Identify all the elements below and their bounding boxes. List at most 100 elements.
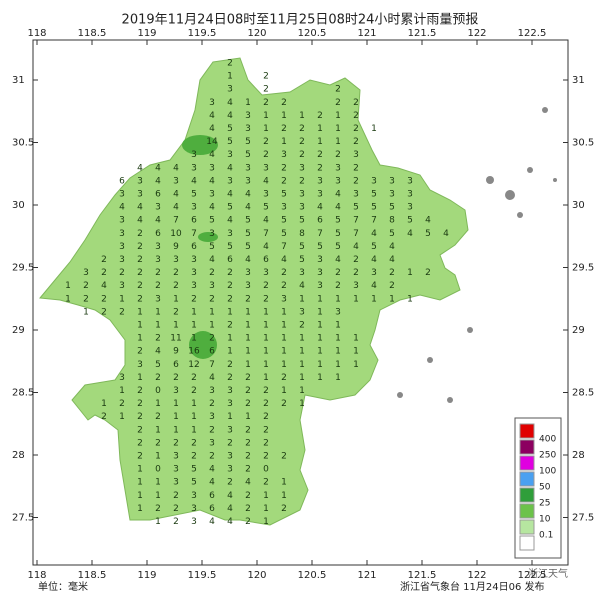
rain-value: 1 xyxy=(263,347,269,357)
rain-value: 6 xyxy=(155,229,161,239)
rain-value: 2 xyxy=(119,268,125,278)
rain-value: 4 xyxy=(407,229,413,239)
rain-value: 4 xyxy=(137,203,143,213)
lon-tick-label: 121.5 xyxy=(408,570,437,581)
rain-value: 2 xyxy=(281,281,287,291)
rain-value: 4 xyxy=(155,216,161,226)
lon-tick-label: 122 xyxy=(467,28,486,39)
rain-value: 2 xyxy=(83,294,89,304)
rain-value: 4 xyxy=(371,281,377,291)
rain-value: 1 xyxy=(137,504,143,514)
rain-value: 1 xyxy=(353,347,359,357)
rain-value: 1 xyxy=(371,294,377,304)
rain-value: 3 xyxy=(317,281,323,291)
rain-value: 1 xyxy=(317,307,323,317)
rain-value: 2 xyxy=(101,294,107,304)
rain-value: 4 xyxy=(173,163,179,173)
rain-value: 2 xyxy=(209,294,215,304)
rain-value: 2 xyxy=(191,452,197,462)
rain-value: 1 xyxy=(335,321,341,331)
rain-value: 1 xyxy=(335,360,341,370)
rain-value: 1 xyxy=(317,334,323,344)
rain-value: 3 xyxy=(209,98,215,108)
rain-value: 3 xyxy=(335,163,341,173)
rain-value: 4 xyxy=(425,216,431,226)
rain-value: 6 xyxy=(263,255,269,265)
rain-value: 1 xyxy=(299,360,305,370)
rain-value: 4 xyxy=(245,203,251,213)
lon-tick-label: 119.5 xyxy=(188,570,217,581)
lon-tick-label: 121 xyxy=(357,28,376,39)
rain-value: 3 xyxy=(227,176,233,186)
rain-value: 1 xyxy=(299,347,305,357)
rain-value: 3 xyxy=(353,281,359,291)
rain-value: 2 xyxy=(389,268,395,278)
rain-value: 2 xyxy=(173,307,179,317)
rain-value: 2 xyxy=(155,504,161,514)
rain-value: 1 xyxy=(317,294,323,304)
rain-value: 1 xyxy=(137,373,143,383)
rain-value: 5 xyxy=(245,242,251,252)
lon-tick-label: 120.5 xyxy=(298,28,327,39)
rain-value: 2 xyxy=(263,412,269,422)
rain-value: 3 xyxy=(191,203,197,213)
rain-value: 3 xyxy=(335,307,341,317)
lat-tick-label: 29 xyxy=(572,325,585,336)
rain-value: 2 xyxy=(101,307,107,317)
rain-value: 3 xyxy=(173,465,179,475)
rain-value: 2 xyxy=(137,412,143,422)
rain-value: 3 xyxy=(317,176,323,186)
rain-value: 1 xyxy=(155,491,161,501)
rain-value: 2 xyxy=(173,504,179,514)
rain-value: 3 xyxy=(227,425,233,435)
rain-value: 4 xyxy=(137,216,143,226)
rain-value: 4 xyxy=(155,163,161,173)
lon-tick-label: 122.5 xyxy=(518,28,547,39)
rain-value: 3 xyxy=(209,229,215,239)
rain-value: 2 xyxy=(227,268,233,278)
rain-value: 3 xyxy=(353,150,359,160)
rain-value: 2 xyxy=(101,412,107,422)
legend-swatch xyxy=(519,519,535,535)
lon-tick-label: 118.5 xyxy=(78,570,107,581)
rain-value: 3 xyxy=(227,465,233,475)
rain-value: 1 xyxy=(281,334,287,344)
rain-value: 6 xyxy=(209,347,215,357)
rain-value: 3 xyxy=(173,452,179,462)
lon-tick-label: 118 xyxy=(27,570,46,581)
rain-value: 1 xyxy=(407,268,413,278)
rain-value: 2 xyxy=(155,281,161,291)
rain-value: 1 xyxy=(335,334,341,344)
rain-value: 2 xyxy=(281,176,287,186)
lon-tick-label: 121 xyxy=(357,570,376,581)
rain-value: 3 xyxy=(389,190,395,200)
rain-value: 2 xyxy=(227,373,233,383)
rain-value: 9 xyxy=(173,242,179,252)
rain-value: 5 xyxy=(371,190,377,200)
rain-value: 3 xyxy=(299,203,305,213)
rain-value: 2 xyxy=(245,373,251,383)
rain-value: 2 xyxy=(209,268,215,278)
rain-value: 2 xyxy=(353,124,359,134)
rain-value: 1 xyxy=(335,347,341,357)
legend-swatch xyxy=(519,503,535,519)
lon-tick-label: 118 xyxy=(27,28,46,39)
rain-value: 1 xyxy=(281,137,287,147)
rain-value: 6 xyxy=(209,504,215,514)
rain-value: 2 xyxy=(245,425,251,435)
rain-value: 2 xyxy=(209,334,215,344)
rain-value: 3 xyxy=(371,268,377,278)
rain-value: 4 xyxy=(227,504,233,514)
rain-value: 2 xyxy=(137,294,143,304)
rain-value: 5 xyxy=(209,242,215,252)
rain-value: 2 xyxy=(335,268,341,278)
rain-value: 3 xyxy=(209,438,215,448)
rain-value: 4 xyxy=(209,517,215,527)
lat-tick-label: 31 xyxy=(12,75,25,86)
rain-value: 2 xyxy=(155,438,161,448)
rain-value: 4 xyxy=(209,465,215,475)
lat-tick-label: 28.5 xyxy=(572,388,594,399)
rain-value: 2 xyxy=(353,111,359,121)
rain-value: 1 xyxy=(335,294,341,304)
rain-value: 3 xyxy=(263,190,269,200)
